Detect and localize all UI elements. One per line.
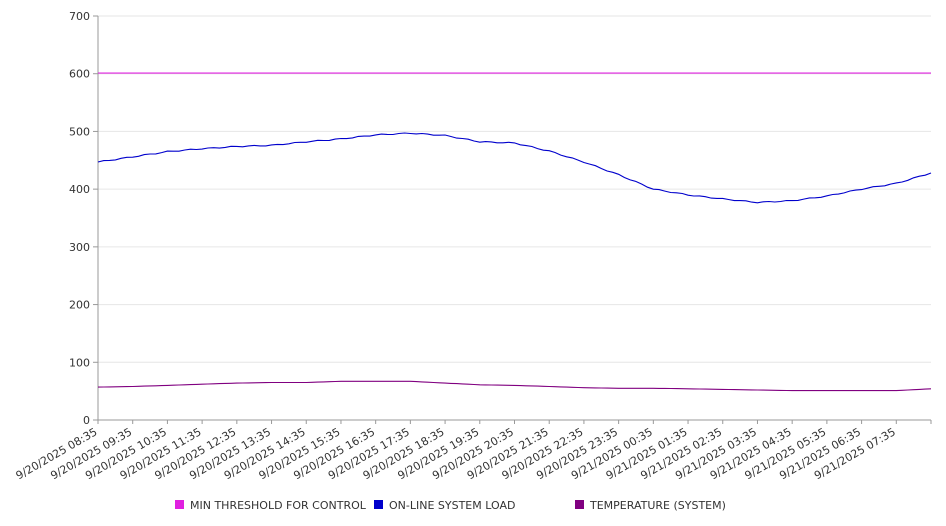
x-axis-ticks: 9/20/2025 08:359/20/2025 09:359/20/2025 … bbox=[14, 420, 932, 482]
legend: MIN THRESHOLD FOR CONTROL ON-LINE SYSTEM … bbox=[175, 499, 726, 512]
y-tick-label: 600 bbox=[69, 68, 90, 81]
axes bbox=[97, 16, 931, 421]
y-axis-ticks: 0 100 200 300 400 500 600 700 bbox=[69, 10, 98, 427]
y-tick-label: 400 bbox=[69, 183, 90, 196]
series-line-2 bbox=[97, 380, 932, 392]
legend-label: MIN THRESHOLD FOR CONTROL bbox=[190, 499, 367, 512]
series-line-1 bbox=[97, 132, 932, 204]
y-tick-label: 300 bbox=[69, 241, 90, 254]
y-tick-label: 0 bbox=[83, 414, 90, 427]
legend-label: TEMPERATURE (SYSTEM) bbox=[589, 499, 726, 512]
legend-swatch bbox=[575, 500, 584, 509]
y-tick-label: 700 bbox=[69, 10, 90, 23]
y-tick-label: 200 bbox=[69, 299, 90, 312]
legend-label: ON-LINE SYSTEM LOAD bbox=[389, 499, 515, 512]
y-tick-label: 100 bbox=[69, 356, 90, 369]
series-lines bbox=[97, 72, 932, 392]
y-tick-label: 500 bbox=[69, 125, 90, 138]
legend-swatch bbox=[175, 500, 184, 509]
legend-swatch bbox=[374, 500, 383, 509]
grid-lines bbox=[98, 15, 931, 363]
